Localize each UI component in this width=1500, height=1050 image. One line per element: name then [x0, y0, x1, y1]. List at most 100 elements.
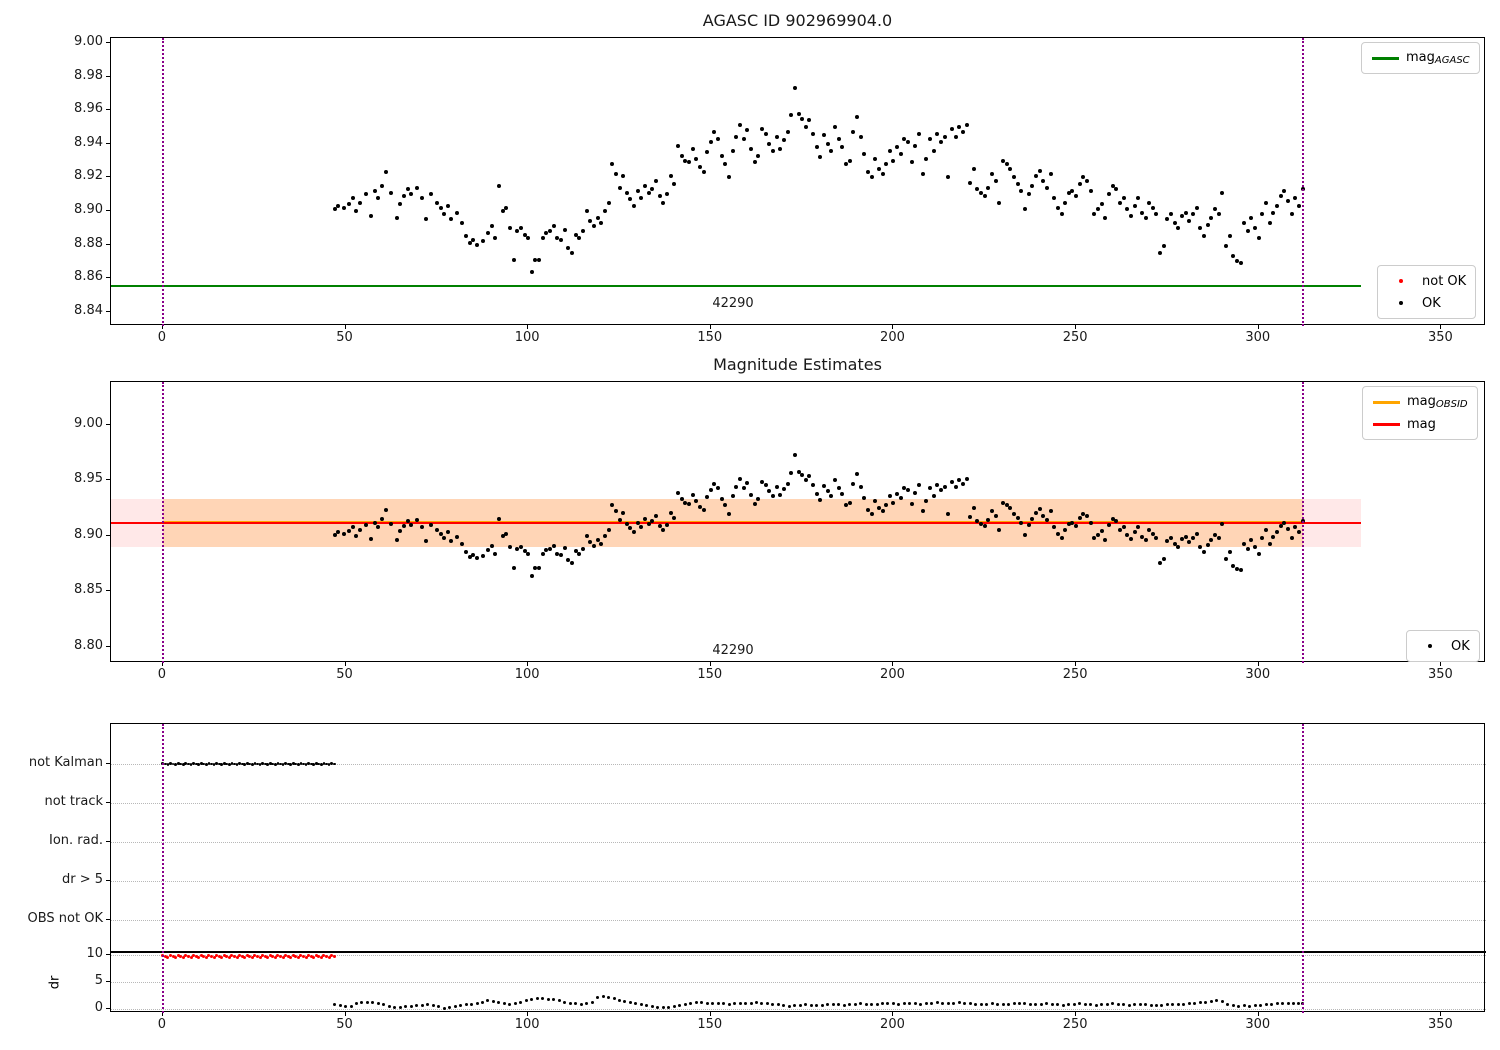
dr-point — [1264, 1003, 1268, 1007]
data-point-ok — [566, 558, 571, 563]
data-point-ok — [723, 162, 728, 167]
data-point-ok — [347, 529, 352, 534]
data-point-ok — [1286, 527, 1290, 532]
data-point-ok — [672, 182, 677, 187]
dr-point — [491, 999, 495, 1003]
data-point-ok — [537, 565, 542, 570]
flags-dr-separator — [111, 951, 1486, 953]
dr-point — [628, 1001, 632, 1005]
dr-point — [1067, 1003, 1071, 1007]
y-tick-label: 8.96 — [74, 101, 103, 117]
data-point-ok — [701, 170, 706, 175]
data-point-ok — [727, 175, 732, 180]
legend-line-sample — [1371, 56, 1399, 60]
data-point-ok — [1117, 200, 1122, 205]
data-point-ok — [354, 533, 359, 538]
data-point-ok — [825, 141, 830, 146]
dr-point — [338, 1003, 342, 1007]
flag-point — [164, 762, 167, 766]
data-point-ok — [727, 511, 732, 516]
data-point-ok — [1209, 538, 1214, 543]
data-point-ok — [902, 486, 907, 491]
data-point-ok — [1238, 568, 1243, 573]
legend-row: OK — [1387, 292, 1466, 314]
dr-point-not-ok — [250, 956, 254, 960]
flag-point — [245, 762, 249, 765]
data-point-ok — [1275, 530, 1280, 535]
data-point-ok — [522, 549, 527, 554]
dr-point — [996, 1002, 1000, 1006]
dr-point — [1291, 1001, 1295, 1005]
y-tick-mark — [106, 243, 110, 245]
flag-point — [325, 762, 328, 766]
x-tick-label: 100 — [514, 330, 540, 345]
dr-point — [1100, 1003, 1104, 1007]
data-point-ok — [1198, 544, 1203, 549]
dr-point-not-ok — [186, 955, 190, 959]
data-point-ok — [756, 153, 761, 158]
data-point-ok — [1169, 212, 1174, 217]
data-point-ok — [716, 136, 721, 141]
dr-point — [1237, 1004, 1241, 1008]
dr-point — [420, 1003, 424, 1007]
data-point-ok — [847, 158, 852, 163]
data-point-ok — [891, 158, 896, 163]
flag-point — [304, 763, 308, 766]
dr-point — [563, 1000, 567, 1004]
flag-point — [276, 762, 280, 765]
dr-point — [919, 1002, 923, 1006]
data-point-ok — [555, 235, 560, 240]
data-point-ok — [467, 240, 472, 245]
dr-point-not-ok — [194, 955, 198, 959]
data-point-ok — [953, 135, 958, 140]
data-point-ok — [683, 158, 688, 163]
data-point-ok — [1041, 178, 1046, 183]
flag-point — [220, 763, 224, 766]
dr-point-not-ok — [184, 954, 188, 958]
data-point-ok — [960, 130, 965, 135]
data-point-ok — [767, 141, 772, 146]
dr-point — [1220, 999, 1224, 1003]
data-point-ok — [935, 131, 940, 136]
data-point-ok — [880, 509, 885, 514]
data-point-ok — [1205, 222, 1210, 227]
data-point-ok — [1085, 178, 1090, 183]
dr-point — [1072, 1002, 1076, 1006]
dr-point-not-ok — [322, 954, 326, 958]
data-point-ok — [1019, 520, 1024, 525]
data-point-ok — [697, 504, 702, 509]
flag-point — [212, 763, 216, 766]
dr-point — [612, 997, 616, 1001]
data-point-ok — [504, 205, 509, 210]
x-tick-mark — [1257, 1012, 1259, 1016]
data-point-ok — [906, 140, 911, 145]
obsid-boundary-vline — [1301, 382, 1304, 663]
data-point-ok — [957, 478, 962, 483]
x-tick-label: 250 — [1062, 1017, 1088, 1032]
data-point-ok — [796, 469, 801, 474]
data-point-ok — [1114, 187, 1119, 192]
data-point-ok — [1264, 528, 1269, 533]
data-point-ok — [997, 200, 1002, 205]
dr-point — [535, 997, 539, 1001]
data-point-ok — [533, 565, 538, 570]
dr-point — [1215, 999, 1219, 1003]
dr-point-not-ok — [307, 954, 311, 958]
data-point-ok — [847, 500, 852, 505]
data-point-ok — [540, 551, 545, 556]
data-point-ok — [1081, 511, 1086, 516]
data-point-ok — [993, 178, 998, 183]
data-point-ok — [1114, 519, 1119, 524]
data-point-ok — [1125, 532, 1130, 537]
data-point-ok — [341, 531, 346, 536]
data-point-ok — [1234, 259, 1239, 264]
data-point-ok — [734, 485, 739, 490]
dr-point — [382, 1003, 386, 1007]
dr-point — [475, 1001, 479, 1005]
x-tick-label: 50 — [336, 1017, 353, 1032]
data-point-ok — [1293, 524, 1298, 529]
dr-point — [398, 1006, 402, 1010]
dr-point-not-ok — [207, 954, 211, 958]
data-point-ok — [749, 492, 753, 497]
x-tick-mark — [527, 325, 529, 329]
